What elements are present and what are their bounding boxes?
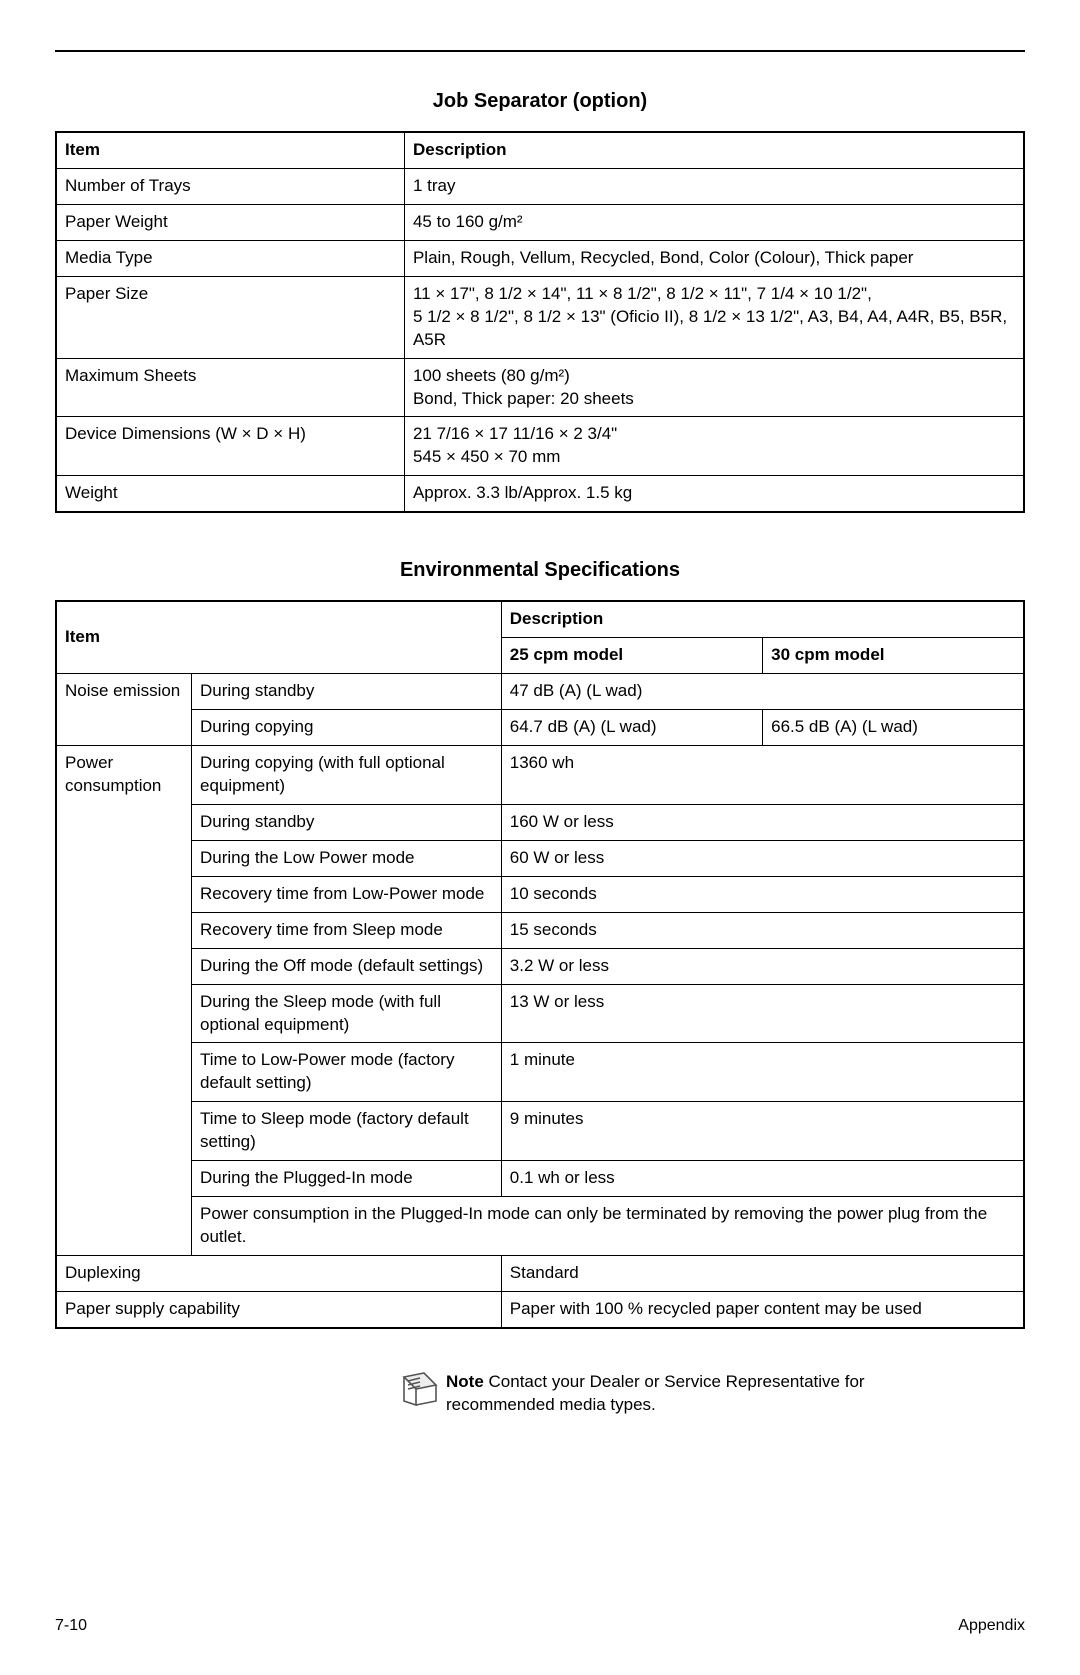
table-row: Power consumption in the Plugged-In mode… — [56, 1197, 1024, 1256]
cell-desc: 21 7/16 × 17 11/16 × 2 3/4" 545 × 450 × … — [404, 417, 1024, 476]
table-row: Recovery time from Sleep mode15 seconds — [56, 912, 1024, 948]
cell-desc: 160 W or less — [501, 804, 1024, 840]
footer-right: Appendix — [958, 1617, 1025, 1635]
note-icon — [400, 1371, 440, 1407]
table-row: Noise emission During standby 47 dB (A) … — [56, 674, 1024, 710]
cell-label: During the Plugged-In mode — [192, 1161, 502, 1197]
col-description: Description — [404, 132, 1024, 168]
cell-label: Recovery time from Low-Power mode — [192, 876, 502, 912]
table-row: Paper supply capability Paper with 100 %… — [56, 1291, 1024, 1327]
section2-title: Environmental Specifications — [55, 559, 1025, 582]
cell-desc: 1 tray — [404, 168, 1024, 204]
cell-desc: Plain, Rough, Vellum, Recycled, Bond, Co… — [404, 240, 1024, 276]
cell-label: During standby — [192, 674, 502, 710]
table-row: WeightApprox. 3.3 lb/Approx. 1.5 kg — [56, 476, 1024, 512]
note-text: Note Contact your Dealer or Service Repr… — [446, 1371, 890, 1417]
table-row: During the Off mode (default settings)3.… — [56, 948, 1024, 984]
col-model-30: 30 cpm model — [763, 638, 1024, 674]
col-model-25: 25 cpm model — [501, 638, 762, 674]
cell-desc: 13 W or less — [501, 984, 1024, 1043]
table-row: Time to Low-Power mode (factory default … — [56, 1043, 1024, 1102]
cell-label: Recovery time from Sleep mode — [192, 912, 502, 948]
section2-table: Item Description 25 cpm model 30 cpm mod… — [55, 600, 1025, 1329]
top-rule — [55, 50, 1025, 52]
cell-label: During the Low Power mode — [192, 840, 502, 876]
cell-item: Paper Size — [56, 276, 404, 358]
cell-desc: 9 minutes — [501, 1102, 1024, 1161]
table-row: During the Sleep mode (with full optiona… — [56, 984, 1024, 1043]
table-row: Media TypePlain, Rough, Vellum, Recycled… — [56, 240, 1024, 276]
col-item: Item — [56, 601, 501, 673]
group-noise: Noise emission — [56, 674, 192, 710]
cell-desc: 3.2 W or less — [501, 948, 1024, 984]
table-row: Paper Size11 × 17", 8 1/2 × 14", 11 × 8 … — [56, 276, 1024, 358]
page-footer: 7-10 Appendix — [55, 1617, 1025, 1635]
cell-desc: 60 W or less — [501, 840, 1024, 876]
cell-label: During the Off mode (default settings) — [192, 948, 502, 984]
group-power: Power consumption — [56, 746, 192, 1256]
cell-item: Media Type — [56, 240, 404, 276]
section1-table: Item Description Number of Trays1 tray P… — [55, 131, 1025, 513]
cell-label: During copying (with full optional equip… — [192, 746, 502, 805]
cell-desc: 100 sheets (80 g/m²) Bond, Thick paper: … — [404, 358, 1024, 417]
cell-label: During the Sleep mode (with full optiona… — [192, 984, 502, 1043]
cell-duplexing: Duplexing — [56, 1256, 501, 1292]
cell-desc: 10 seconds — [501, 876, 1024, 912]
cell-desc: 1 minute — [501, 1043, 1024, 1102]
table-row: During standby160 W or less — [56, 804, 1024, 840]
table-row: Paper Weight45 to 160 g/m² — [56, 204, 1024, 240]
table-header-row: Item Description — [56, 132, 1024, 168]
cell-item: Number of Trays — [56, 168, 404, 204]
table-row: Power consumption During copying (with f… — [56, 746, 1024, 805]
cell-desc: 11 × 17", 8 1/2 × 14", 11 × 8 1/2", 8 1/… — [404, 276, 1024, 358]
group-cont — [56, 710, 192, 746]
cell-desc: 0.1 wh or less — [501, 1161, 1024, 1197]
table-row: During the Low Power mode60 W or less — [56, 840, 1024, 876]
cell-desc: 1360 wh — [501, 746, 1024, 805]
cell-desc: 47 dB (A) (L wad) — [501, 674, 1024, 710]
cell-item: Device Dimensions (W × D × H) — [56, 417, 404, 476]
table-row: During the Plugged-In mode0.1 wh or less — [56, 1161, 1024, 1197]
table-header-row: Item Description — [56, 601, 1024, 637]
table-row: Device Dimensions (W × D × H)21 7/16 × 1… — [56, 417, 1024, 476]
cell-label: During copying — [192, 710, 502, 746]
note-block: Note Contact your Dealer or Service Repr… — [190, 1371, 890, 1417]
cell-paper-supply: Paper supply capability — [56, 1291, 501, 1327]
cell-desc: Standard — [501, 1256, 1024, 1292]
note-lead: Note — [446, 1372, 484, 1391]
table-row: During copying 64.7 dB (A) (L wad) 66.5 … — [56, 710, 1024, 746]
table-row: Recovery time from Low-Power mode10 seco… — [56, 876, 1024, 912]
cell-desc: Approx. 3.3 lb/Approx. 1.5 kg — [404, 476, 1024, 512]
col-description: Description — [501, 601, 1024, 637]
table-row: Number of Trays1 tray — [56, 168, 1024, 204]
page: Job Separator (option) Item Description … — [0, 0, 1080, 1675]
section1-title: Job Separator (option) — [55, 90, 1025, 113]
cell-label: During standby — [192, 804, 502, 840]
footer-left: 7-10 — [55, 1617, 87, 1635]
table-row: Maximum Sheets100 sheets (80 g/m²) Bond,… — [56, 358, 1024, 417]
cell-desc: 45 to 160 g/m² — [404, 204, 1024, 240]
cell-desc-25: 64.7 dB (A) (L wad) — [501, 710, 762, 746]
cell-desc: Paper with 100 % recycled paper content … — [501, 1291, 1024, 1327]
cell-item: Paper Weight — [56, 204, 404, 240]
cell-label: Time to Sleep mode (factory default sett… — [192, 1102, 502, 1161]
cell-item: Weight — [56, 476, 404, 512]
power-note: Power consumption in the Plugged-In mode… — [192, 1197, 1024, 1256]
cell-desc-30: 66.5 dB (A) (L wad) — [763, 710, 1024, 746]
cell-label: Time to Low-Power mode (factory default … — [192, 1043, 502, 1102]
table-row: Time to Sleep mode (factory default sett… — [56, 1102, 1024, 1161]
cell-desc: 15 seconds — [501, 912, 1024, 948]
cell-item: Maximum Sheets — [56, 358, 404, 417]
col-item: Item — [56, 132, 404, 168]
table-row: Duplexing Standard — [56, 1256, 1024, 1292]
note-body: Contact your Dealer or Service Represent… — [446, 1372, 865, 1414]
